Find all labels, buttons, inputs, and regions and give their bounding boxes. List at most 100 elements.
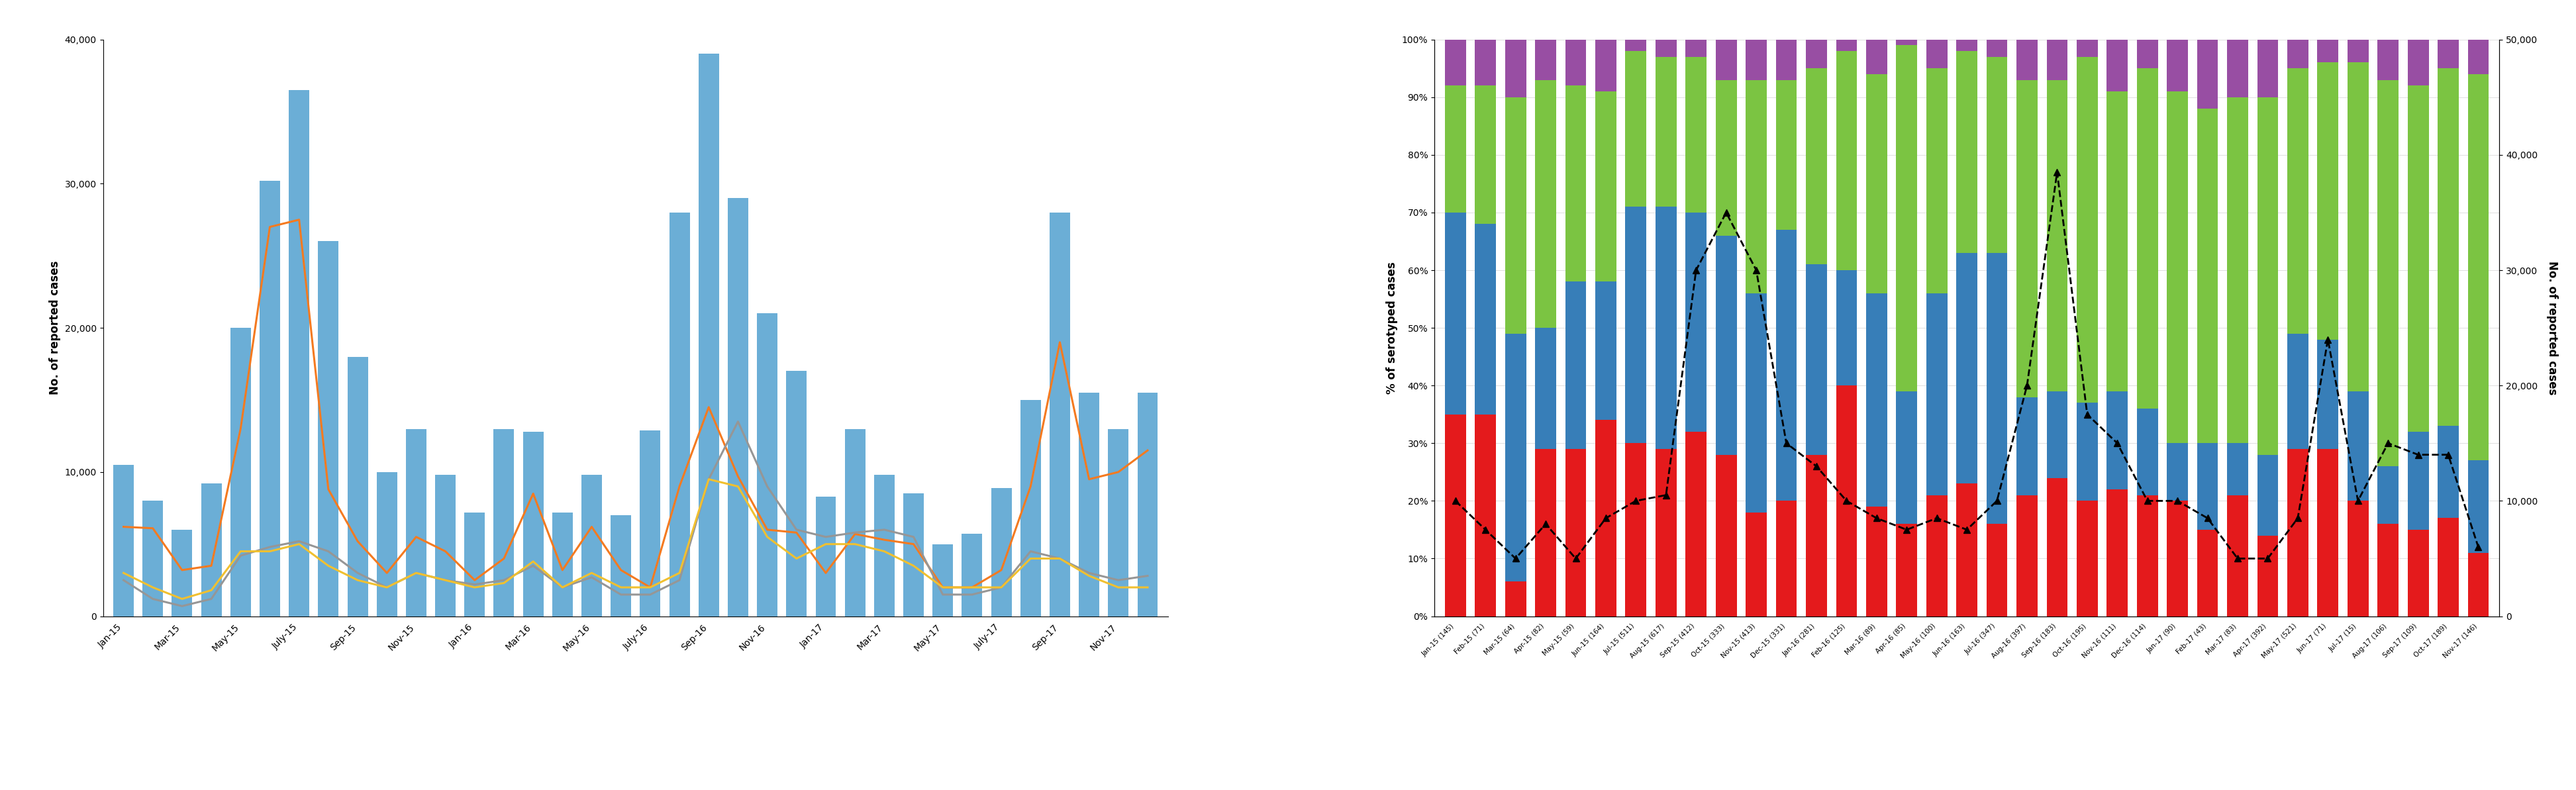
Bar (639, 431, 659, 616)
Bar (933, 544, 953, 616)
Bar (1955, 40, 1976, 51)
Bar (1504, 97, 1525, 333)
Bar (2347, 40, 2367, 62)
Bar (2378, 524, 2398, 616)
Bar (2406, 431, 2429, 530)
Bar (1445, 85, 1466, 213)
Bar (1775, 501, 1795, 616)
Bar (2437, 518, 2458, 616)
Bar (2347, 62, 2367, 391)
Bar (582, 475, 603, 616)
Bar (2406, 530, 2429, 616)
Bar (1445, 213, 1466, 415)
Bar (1775, 40, 1795, 80)
Bar (1473, 415, 1497, 616)
Bar (992, 488, 1012, 616)
Bar (1837, 386, 1857, 616)
Bar (904, 494, 925, 616)
Bar (523, 431, 544, 616)
Bar (173, 530, 193, 616)
Bar (2287, 333, 2308, 449)
Bar (1896, 524, 1917, 616)
Bar (1927, 40, 1947, 69)
Bar (1535, 449, 1556, 616)
Bar (1473, 85, 1497, 224)
Bar (1445, 40, 1466, 85)
Bar (786, 371, 806, 616)
Bar (1625, 207, 1646, 443)
Bar (348, 357, 368, 616)
Bar (1108, 429, 1128, 616)
Bar (1986, 40, 2007, 57)
Bar (1955, 253, 1976, 483)
Bar (1775, 80, 1795, 230)
Bar (1747, 80, 1767, 293)
Bar (2076, 57, 2097, 403)
Bar (1595, 420, 1615, 616)
Bar (495, 429, 515, 616)
Bar (1473, 224, 1497, 415)
Bar (2197, 109, 2218, 443)
Bar (2437, 426, 2458, 518)
Bar (317, 242, 337, 616)
Bar (2226, 495, 2249, 616)
Bar (2437, 40, 2458, 69)
Bar (2017, 495, 2038, 616)
Bar (1986, 524, 2007, 616)
Bar (1986, 57, 2007, 253)
Bar (1806, 455, 1826, 616)
Bar (1896, 391, 1917, 524)
Bar (1927, 293, 1947, 495)
Y-axis label: No. of reported cases: No. of reported cases (49, 261, 62, 395)
Bar (611, 515, 631, 616)
Bar (1896, 45, 1917, 391)
Bar (2257, 97, 2277, 455)
Bar (2076, 40, 2097, 57)
Bar (1535, 40, 1556, 80)
Bar (2468, 553, 2488, 616)
Bar (1806, 69, 1826, 265)
Bar (845, 429, 866, 616)
Bar (2045, 478, 2066, 616)
Bar (2347, 391, 2367, 501)
Bar (1896, 40, 1917, 45)
Bar (1716, 235, 1736, 455)
Bar (2017, 40, 2038, 80)
Bar (201, 483, 222, 616)
Bar (961, 534, 981, 616)
Bar (1535, 328, 1556, 449)
Bar (2406, 40, 2429, 85)
Bar (698, 54, 719, 616)
Bar (1747, 513, 1767, 616)
Bar (2017, 397, 2038, 495)
Bar (670, 213, 690, 616)
Bar (2107, 391, 2128, 489)
Bar (1625, 443, 1646, 616)
Bar (1716, 80, 1736, 235)
Bar (1927, 69, 1947, 293)
Bar (2166, 40, 2187, 92)
Bar (2076, 403, 2097, 501)
Bar (229, 328, 250, 616)
Bar (1504, 581, 1525, 616)
Bar (2197, 443, 2218, 530)
Bar (1504, 40, 1525, 97)
Bar (1865, 40, 1886, 74)
Bar (1564, 40, 1587, 85)
Bar (1837, 40, 1857, 51)
Bar (1716, 40, 1736, 80)
Bar (1535, 80, 1556, 328)
Bar (2107, 489, 2128, 616)
Bar (2287, 449, 2308, 616)
Bar (2197, 530, 2218, 616)
Bar (1837, 270, 1857, 386)
Bar (2045, 80, 2066, 391)
Bar (2316, 449, 2339, 616)
Bar (1955, 51, 1976, 253)
Bar (1806, 265, 1826, 455)
Bar (1445, 415, 1466, 616)
Bar (1654, 40, 1677, 57)
Bar (1048, 213, 1069, 616)
Bar (2287, 69, 2308, 333)
Bar (2136, 495, 2156, 616)
